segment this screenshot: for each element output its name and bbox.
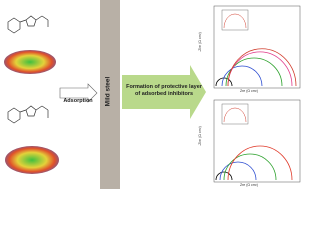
steel-bar: [100, 0, 120, 189]
steel-label: Mild steel: [104, 76, 112, 107]
y-axis-label: -Zim (Ω cm²): [197, 126, 202, 146]
y-axis-label: -Zim (Ω cm²): [197, 32, 202, 52]
potential-map: [4, 50, 56, 74]
nyquist-plot: [213, 99, 301, 183]
x-axis-label: Zre (Ω cm²): [240, 183, 258, 187]
formation-label: Formation of protective layer of adsorbe…: [126, 84, 202, 97]
page: Adsorption Mild steel Formation of prote…: [4, 0, 301, 189]
molecule: [7, 15, 49, 34]
arrow: [59, 83, 98, 103]
potential-map: [5, 146, 59, 174]
arrow: [122, 65, 206, 119]
nyquist-plot: [213, 5, 301, 89]
graphic: [4, 0, 301, 189]
x-axis-label: Zre (Ω cm²): [240, 89, 258, 93]
molecule: [7, 105, 49, 124]
adsorption-label: Adsorption: [63, 98, 93, 104]
